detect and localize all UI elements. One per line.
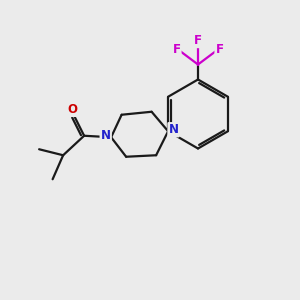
- Text: F: F: [194, 34, 202, 47]
- Text: N: N: [101, 129, 111, 142]
- Text: F: F: [172, 43, 180, 56]
- Text: F: F: [216, 43, 224, 56]
- Text: N: N: [169, 123, 178, 136]
- Text: O: O: [67, 103, 77, 116]
